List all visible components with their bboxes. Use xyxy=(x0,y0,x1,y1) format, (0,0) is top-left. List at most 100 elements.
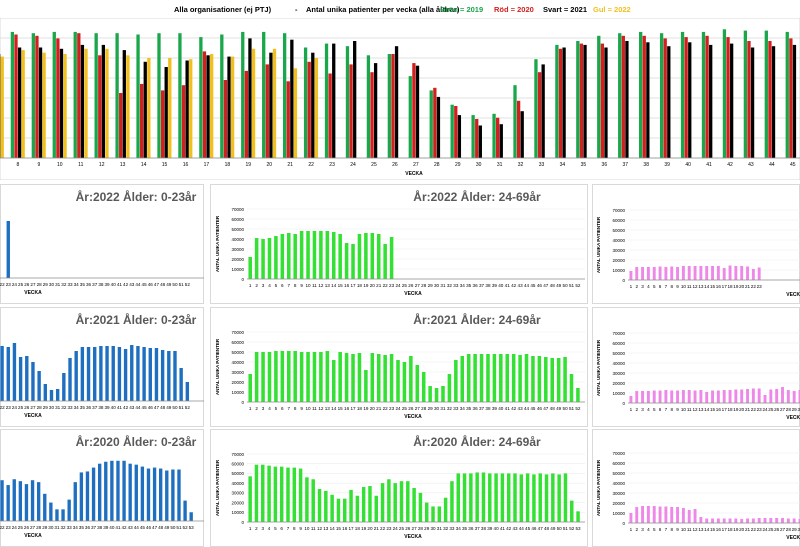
bar xyxy=(454,360,458,402)
bar xyxy=(73,31,77,158)
tick-label: 27 xyxy=(780,407,786,412)
x-axis-title: VECKA xyxy=(786,535,800,541)
tick-label: 39 xyxy=(103,525,109,530)
tick-label: 31 xyxy=(440,283,446,288)
bar xyxy=(351,244,355,279)
bar xyxy=(434,388,439,402)
bar xyxy=(641,391,645,403)
bar xyxy=(699,390,703,403)
tick-label: 35 xyxy=(462,526,468,531)
bar xyxy=(105,48,109,158)
bar xyxy=(429,90,433,158)
tick-label: 4 xyxy=(268,406,271,411)
tick-label: 21 xyxy=(745,284,751,289)
bar xyxy=(311,52,315,159)
bar xyxy=(173,351,177,401)
tick-label: 34 xyxy=(460,406,466,411)
bar xyxy=(499,124,503,158)
tick-label: 45 xyxy=(142,405,148,410)
tick-label: 28 xyxy=(418,526,424,531)
bar xyxy=(402,362,407,402)
bar xyxy=(641,267,645,280)
tick-label: 19 xyxy=(733,527,739,532)
bar xyxy=(460,356,465,402)
y-tick-label: 20000 xyxy=(231,500,244,505)
bar xyxy=(38,47,43,158)
bar xyxy=(563,357,567,402)
y-tick-label: 50000 xyxy=(612,228,625,233)
bar xyxy=(525,473,530,522)
tick-label: 5 xyxy=(653,527,656,532)
tick-label: 1 xyxy=(249,406,252,411)
bar xyxy=(168,57,172,158)
bar xyxy=(35,35,39,158)
bar xyxy=(248,38,252,158)
bar xyxy=(751,518,755,523)
bar xyxy=(646,391,650,403)
bar xyxy=(117,347,122,401)
bar xyxy=(618,33,622,159)
bar xyxy=(478,125,482,158)
y-tick-label: 70000 xyxy=(612,451,625,456)
tick-label: 53 xyxy=(576,526,582,531)
bar xyxy=(676,507,680,523)
bar xyxy=(355,495,360,522)
tick-label: 49 xyxy=(166,282,172,287)
tick-label: 27 xyxy=(415,283,421,288)
bar xyxy=(664,506,668,523)
bar xyxy=(314,57,319,158)
bar xyxy=(716,518,720,523)
bar xyxy=(282,33,287,159)
bar xyxy=(412,63,416,158)
tick-label: 12 xyxy=(692,284,698,289)
bar xyxy=(17,47,22,158)
panel-frame xyxy=(210,429,588,547)
tick-label: 25 xyxy=(402,283,408,288)
bar xyxy=(544,474,549,522)
tick-label: 35 xyxy=(80,282,86,287)
tick-label: 42 xyxy=(122,525,128,530)
y-axis-title: ANTAL UNIKA PATIENTER xyxy=(215,338,220,395)
tick-label: 26 xyxy=(24,405,30,410)
title-dash: - xyxy=(295,5,298,14)
tick-label: 27 xyxy=(412,526,418,531)
bar xyxy=(305,477,309,522)
bar xyxy=(279,466,284,522)
bar xyxy=(154,348,159,401)
bar xyxy=(667,46,671,159)
bar xyxy=(91,467,96,521)
y-tick-label: 50000 xyxy=(231,471,244,476)
bar xyxy=(524,354,529,402)
bar xyxy=(267,238,272,279)
tick-label: 48 xyxy=(550,283,556,288)
tick-label: 21 xyxy=(376,406,382,411)
bar xyxy=(126,55,130,158)
tick-label: 36 xyxy=(602,162,608,168)
bar xyxy=(621,35,625,158)
bar xyxy=(159,468,163,521)
tick-label: 8 xyxy=(670,527,673,532)
bar xyxy=(139,83,144,158)
bar xyxy=(116,460,120,521)
bar xyxy=(664,267,668,280)
bar xyxy=(244,70,249,158)
bar xyxy=(466,354,471,402)
bar xyxy=(311,479,315,522)
tick-label: 44 xyxy=(519,526,525,531)
tick-label: 18 xyxy=(357,406,363,411)
bar xyxy=(583,44,587,158)
panel-frame xyxy=(0,429,204,547)
tick-label: 39 xyxy=(492,283,498,288)
chart-2021-70plus: 0 10000 20000 30000 40000 50000 60000 70000 ANTA… xyxy=(592,307,800,427)
tick-label: 32 xyxy=(518,162,524,168)
tick-label: 13 xyxy=(325,283,331,288)
bar xyxy=(396,360,400,402)
tick-label: 35 xyxy=(581,162,587,168)
tick-label: 4 xyxy=(647,407,650,412)
tick-label: 36 xyxy=(473,406,479,411)
bar xyxy=(537,356,542,402)
tick-label: 49 xyxy=(556,406,562,411)
tick-label: 44 xyxy=(134,525,140,530)
bar xyxy=(424,502,429,522)
bar xyxy=(658,390,662,403)
